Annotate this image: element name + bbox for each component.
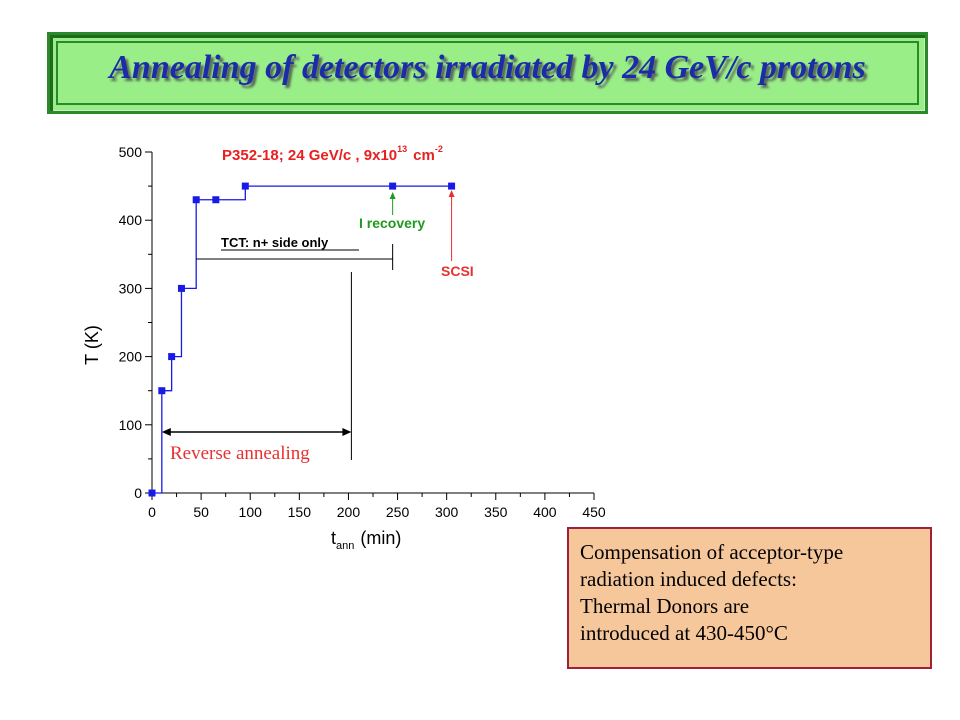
x-tick-label: 150 bbox=[288, 504, 312, 520]
x-tick-label: 250 bbox=[386, 504, 410, 520]
note-line-2: radiation induced defects: bbox=[580, 567, 797, 591]
i-recovery-label: I recovery bbox=[359, 215, 425, 231]
x-tick-label: 0 bbox=[148, 504, 156, 520]
x-tick-label: 50 bbox=[193, 504, 209, 520]
data-point bbox=[212, 196, 220, 204]
slide-title: Annealing of detectors irradiated by 24 … bbox=[109, 49, 866, 86]
y-tick-label: 500 bbox=[119, 144, 143, 160]
reverse-annealing-label: Reverse annealing bbox=[170, 443, 310, 464]
data-point bbox=[192, 196, 200, 204]
data-point bbox=[448, 182, 456, 190]
y-axis-label: T (K) bbox=[82, 325, 102, 365]
y-tick-label: 400 bbox=[119, 212, 143, 228]
x-tick-label: 400 bbox=[533, 504, 557, 520]
data-point bbox=[241, 182, 249, 190]
x-tick-label: 200 bbox=[337, 504, 361, 520]
i-recovery-arrowhead bbox=[389, 192, 396, 199]
x-tick-label: 100 bbox=[239, 504, 263, 520]
data-point bbox=[158, 387, 166, 395]
reverse-arrowhead-right bbox=[342, 428, 352, 436]
note-line-4: introduced at 430-450°C bbox=[580, 621, 788, 645]
y-tick-label: 200 bbox=[119, 349, 143, 365]
x-axis-label: tann (min) bbox=[331, 528, 401, 552]
note-line-3: Thermal Donors are bbox=[580, 594, 750, 618]
y-tick-label: 300 bbox=[119, 280, 143, 296]
tct-label: TCT: n+ side only bbox=[221, 235, 329, 250]
title-banner-inner bbox=[56, 41, 919, 105]
x-tick-label: 450 bbox=[582, 504, 606, 520]
title-banner: Annealing of detectors irradiated by 24 … bbox=[47, 32, 928, 114]
scsi-label: SCSI bbox=[441, 263, 474, 279]
scsi-arrowhead bbox=[448, 190, 455, 197]
x-tick-label: 300 bbox=[435, 504, 459, 520]
note-box: Compensation of acceptor-type radiation … bbox=[567, 527, 932, 669]
data-point bbox=[168, 353, 176, 361]
reverse-arrowhead-left bbox=[161, 428, 171, 436]
y-tick-label: 100 bbox=[119, 417, 143, 433]
x-tick-label: 350 bbox=[484, 504, 508, 520]
chart-title: P352-18; 24 GeV/c , 9x1013 cm-2 bbox=[222, 144, 443, 164]
note-line-1: Compensation of acceptor-type bbox=[580, 540, 844, 564]
y-tick-label: 0 bbox=[134, 485, 142, 501]
data-point bbox=[148, 489, 156, 497]
data-point bbox=[389, 182, 397, 190]
data-point bbox=[177, 284, 185, 292]
